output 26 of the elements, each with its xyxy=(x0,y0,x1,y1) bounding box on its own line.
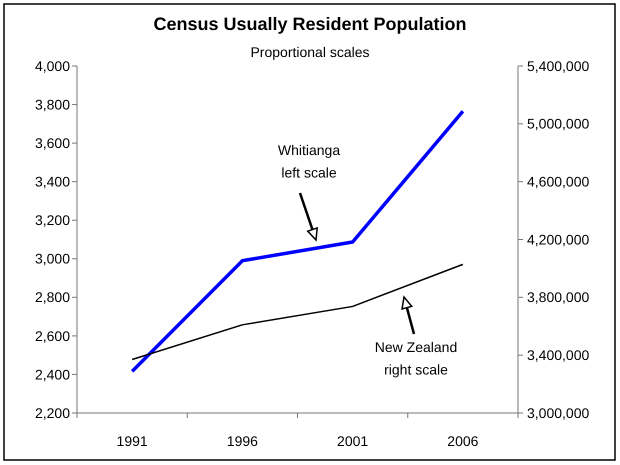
y-tick-label: 3,400 xyxy=(34,174,70,190)
y-tick-label: 2,800 xyxy=(34,289,70,306)
y-tick-label: 3,800 xyxy=(34,96,70,112)
y2-tick-label: 3,000,000 xyxy=(527,404,590,421)
y2-tick-label: 4,200,000 xyxy=(527,231,590,248)
annotation: Whitianga left scale xyxy=(278,142,340,180)
y2-tick-label: 5,000,000 xyxy=(527,116,590,132)
y2-tick-label: 4,600,000 xyxy=(527,174,590,190)
y-tick-label: 4,000 xyxy=(34,58,70,74)
y-tick-label: 2,400 xyxy=(34,366,70,382)
y-tick-label: 3,000 xyxy=(34,250,70,267)
y2-tick-label: 3,400,000 xyxy=(527,347,590,364)
y-tick-label: 2,600 xyxy=(34,328,70,344)
chart-title: Census Usually Resident Population xyxy=(153,14,467,34)
x-tick-label: 2001 xyxy=(337,432,368,449)
y-tick-label: 3,600 xyxy=(34,135,70,152)
y2-tick-label: 5,400,000 xyxy=(527,58,590,74)
y-tick-label: 3,200 xyxy=(34,212,70,228)
annotation: New Zealand right scale xyxy=(374,338,458,378)
x-tick-label: 1996 xyxy=(226,432,258,449)
y-tick-label: 2,200 xyxy=(34,404,70,421)
y2-tick-label: 3,800,000 xyxy=(527,289,590,306)
line-series xyxy=(131,264,464,360)
chart-subtitle: Proportional scales xyxy=(250,44,370,60)
x-tick-label: 2006 xyxy=(447,432,479,449)
x-tick-label: 1991 xyxy=(116,432,148,449)
